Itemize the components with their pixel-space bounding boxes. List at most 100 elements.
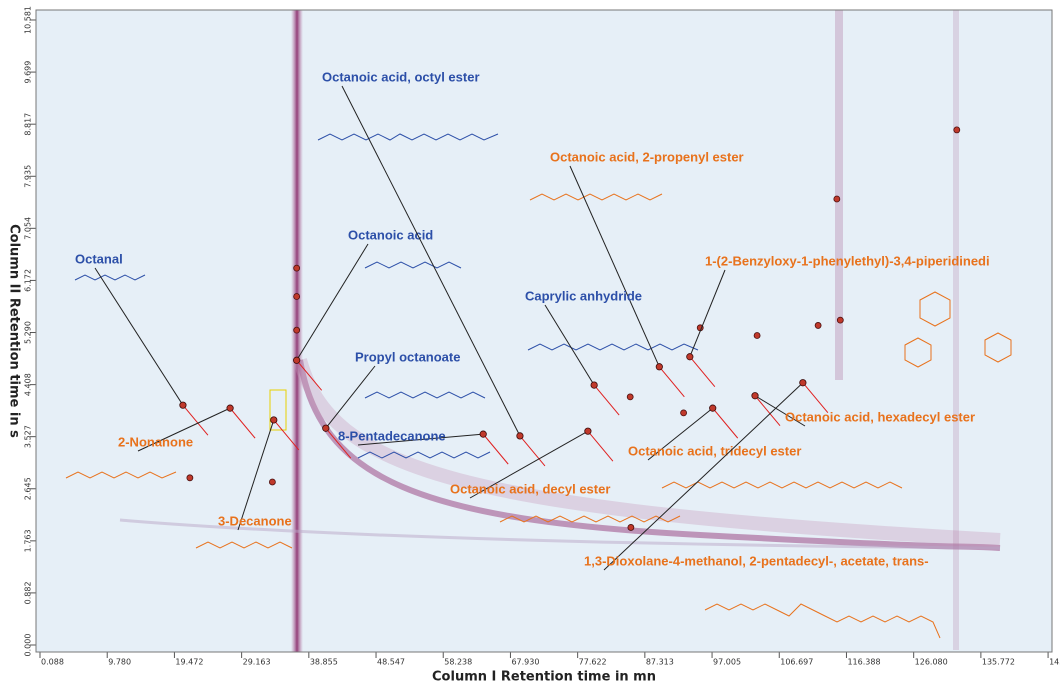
x-tick-label: 58.238 — [444, 658, 472, 667]
leader-line — [296, 243, 369, 361]
peak — [322, 424, 330, 432]
x-tick-label: 116.388 — [847, 658, 880, 667]
compound-label: Propyl octanoate — [355, 349, 460, 364]
x-tick-label: 19.472 — [175, 658, 203, 667]
leader-line — [569, 165, 660, 367]
x-tick-label: 87.313 — [646, 658, 674, 667]
leader-line-red — [482, 433, 509, 465]
structures — [65, 133, 1012, 639]
leader-line-red — [229, 407, 256, 439]
y-tick-label: 6.172 — [24, 269, 33, 292]
peak — [584, 427, 592, 435]
leader-line — [689, 269, 726, 357]
leader-line-red — [182, 404, 209, 436]
spot — [627, 524, 635, 531]
streak — [835, 10, 843, 380]
spot — [753, 332, 761, 339]
leader-line-red — [519, 435, 546, 467]
y-tick-label: 0.882 — [24, 581, 33, 604]
compound-label: 8-Pentadecanone — [338, 428, 446, 443]
compound-label: 1,3-Dioxolane-4-methanol, 2-pentadecyl-,… — [584, 553, 929, 568]
compound-label: Octanoic acid, hexadecyl ester — [785, 409, 975, 424]
compound-label: Octanoic acid, decyl ester — [450, 481, 610, 496]
leader-line-red — [273, 419, 300, 451]
y-tick-label: 9.699 — [24, 61, 33, 84]
leader-line-red — [802, 382, 829, 414]
streak — [293, 358, 1001, 547]
x-tick-label: 97.005 — [713, 658, 741, 667]
compound-label: Octanoic acid, tridecyl ester — [628, 443, 801, 458]
spot — [814, 322, 822, 329]
x-tick-label: 77.622 — [579, 658, 607, 667]
x-tick-label: 29.163 — [243, 658, 271, 667]
structure — [661, 481, 903, 489]
x-axis-title: Column I Retention time in mn — [432, 670, 656, 685]
x-tick-label: 145.463 — [1049, 658, 1060, 667]
leader-line-red — [754, 395, 781, 427]
leader-line-red — [296, 359, 323, 391]
compound-label: 1-(2-Benzyloxy-1-phenylethyl)-3,4-piperi… — [705, 253, 990, 268]
x-tick-label: 48.547 — [377, 658, 405, 667]
leader-line — [325, 365, 376, 429]
y-tick-label: 3.527 — [24, 425, 33, 448]
leader-line — [341, 85, 521, 437]
compound-label: Caprylic anhydride — [525, 288, 642, 303]
structure — [704, 603, 941, 639]
structure — [357, 451, 491, 459]
leader-line — [237, 419, 275, 531]
y-tick-label: 5.290 — [24, 321, 33, 344]
y-tick-label: 2.645 — [24, 477, 33, 500]
spot — [833, 195, 841, 203]
spot — [626, 393, 634, 401]
y-tick-label: 7.935 — [24, 165, 33, 188]
compound-label: Octanoic acid, octyl ester — [322, 69, 480, 84]
spot — [953, 126, 961, 134]
peak — [516, 432, 524, 440]
spot — [186, 474, 194, 482]
structure — [317, 133, 499, 141]
structure — [499, 515, 681, 523]
peak — [799, 379, 807, 387]
y-tick-label: 0.000 — [24, 634, 33, 657]
y-tick-label: 7.054 — [24, 217, 33, 240]
structure — [919, 291, 951, 327]
compound-label: Octanal — [75, 251, 123, 266]
x-tick-label: 9.780 — [108, 658, 131, 667]
spot — [268, 478, 276, 486]
y-tick-label: 4.408 — [24, 373, 33, 396]
leader-line-red — [689, 356, 716, 388]
y-axis-title: Column II Retention time in s — [7, 224, 22, 438]
structure — [74, 274, 146, 281]
spot — [680, 409, 687, 417]
x-tick-label: 126.080 — [915, 658, 948, 667]
leader-line — [94, 267, 184, 406]
x-tick-label: 106.697 — [780, 658, 813, 667]
x-tick-label: 0.088 — [41, 658, 64, 667]
peak — [270, 416, 278, 424]
y-tick-label: 10.581 — [24, 6, 33, 34]
y-tick-label: 8.817 — [24, 113, 33, 136]
spot — [293, 293, 301, 300]
y-tick-label: 1.763 — [24, 529, 33, 552]
leader-line-red — [593, 384, 620, 416]
spot — [293, 326, 301, 334]
highlight-box — [269, 389, 287, 431]
compound-label: 2-Nonanone — [118, 434, 193, 449]
peak — [686, 353, 694, 361]
leader-line — [754, 395, 806, 427]
leader-line-red — [658, 366, 685, 398]
compound-label: 3-Decanone — [218, 513, 292, 528]
structure — [364, 261, 462, 269]
leader-line — [603, 382, 804, 571]
structure — [527, 343, 699, 351]
x-tick-label: 135.772 — [982, 658, 1015, 667]
structure — [364, 391, 486, 399]
peak — [179, 401, 187, 409]
peak — [293, 356, 301, 364]
peak — [590, 381, 598, 389]
leader-line — [357, 433, 484, 446]
leader-line — [469, 430, 589, 499]
peak — [655, 363, 663, 371]
spot — [836, 316, 844, 324]
